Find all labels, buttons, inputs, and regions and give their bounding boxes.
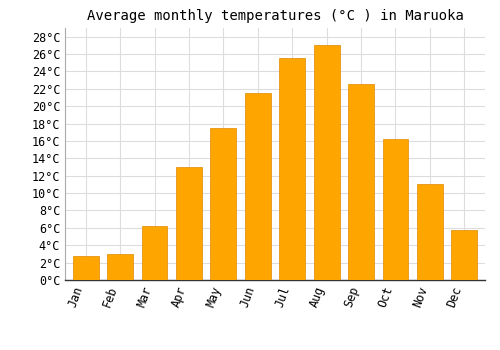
Bar — [314, 46, 340, 280]
Bar — [382, 139, 408, 280]
Title: Average monthly temperatures (°C ) in Maruoka: Average monthly temperatures (°C ) in Ma… — [86, 9, 464, 23]
Bar — [452, 230, 477, 280]
Bar — [142, 226, 168, 280]
Bar — [348, 84, 374, 280]
Bar — [280, 58, 305, 280]
Bar — [245, 93, 270, 280]
Bar — [72, 256, 99, 280]
Bar — [210, 128, 236, 280]
Bar — [417, 184, 443, 280]
Bar — [176, 167, 202, 280]
Bar — [107, 254, 133, 280]
